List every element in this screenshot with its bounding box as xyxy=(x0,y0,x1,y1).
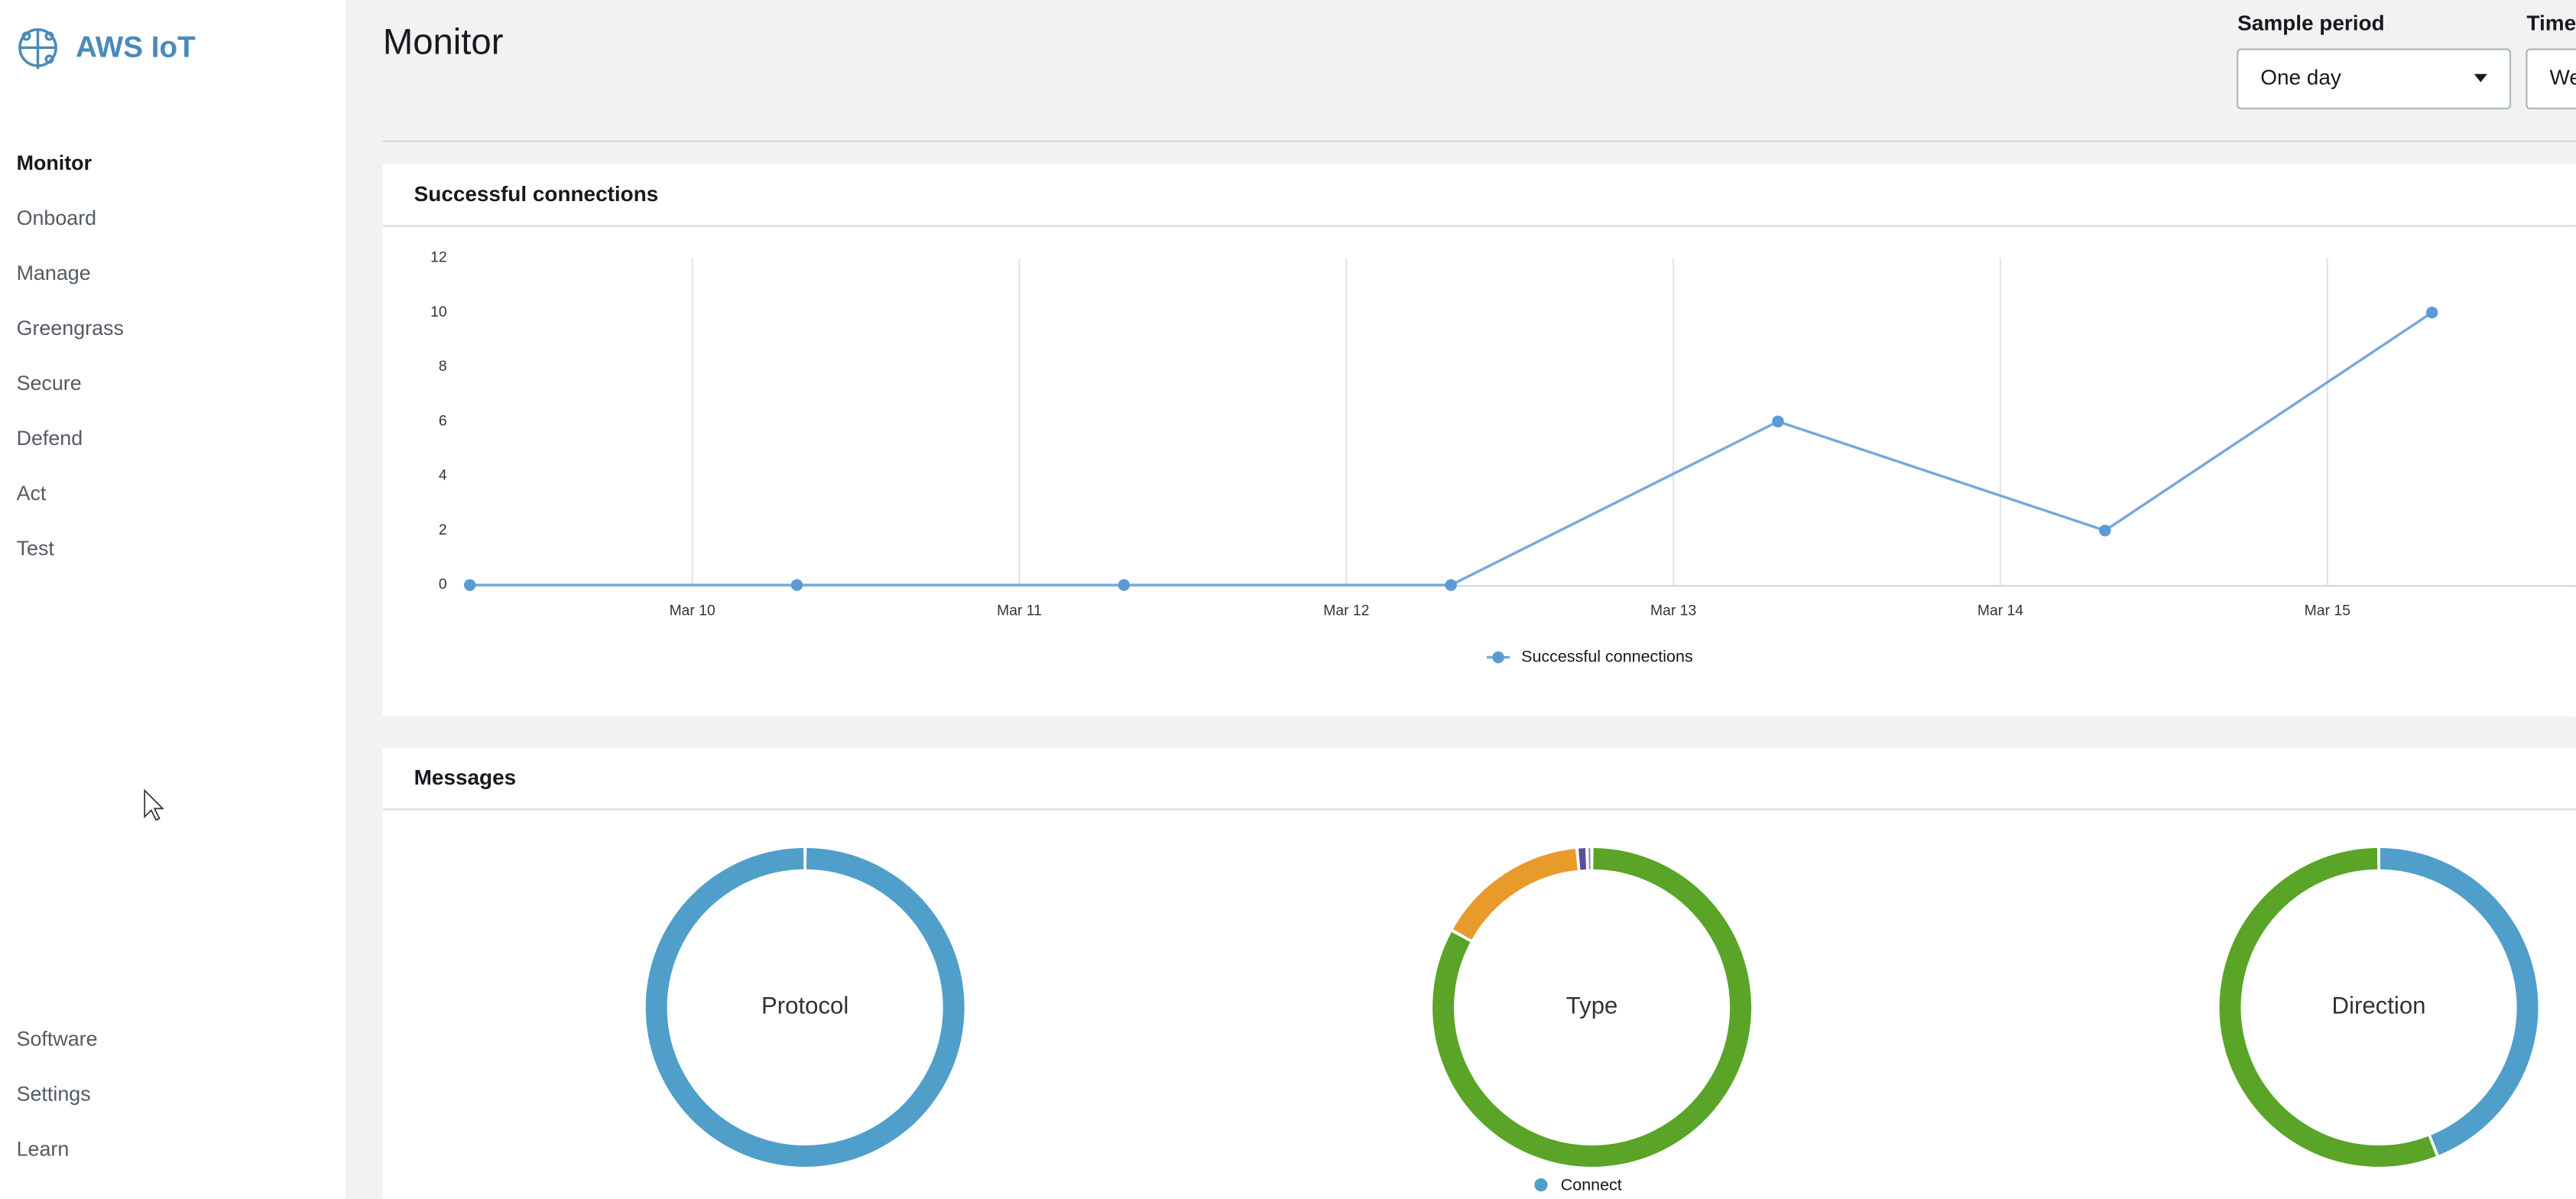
select-value: We xyxy=(2550,66,2576,89)
y-tick-label: 8 xyxy=(439,358,447,375)
point xyxy=(1445,579,1457,591)
panel xyxy=(382,164,2576,717)
legend-label[interactable]: Successful connections xyxy=(1521,647,1693,665)
y-tick-label: 4 xyxy=(439,467,447,484)
y-tick-label: 2 xyxy=(439,522,447,538)
nav-item[interactable]: Act xyxy=(17,482,47,505)
logo-icon xyxy=(18,28,57,70)
cursor xyxy=(144,788,164,821)
donut-slice xyxy=(1432,847,1752,1167)
donut-label: Direction xyxy=(2332,993,2426,1019)
x-tick-label: Mar 14 xyxy=(1977,603,2023,619)
legend-dot xyxy=(1492,651,1504,664)
page-title: Monitor xyxy=(383,22,504,63)
point xyxy=(1118,579,1131,591)
brand: AWS IoT xyxy=(76,31,196,64)
panel-title: Messages xyxy=(414,765,517,789)
y-tick-label: 0 xyxy=(439,576,447,593)
control-label: Time xyxy=(2526,11,2576,35)
donut-slice xyxy=(1452,849,1578,941)
nav-item[interactable]: Manage xyxy=(17,262,91,284)
legend-label[interactable]: Connect xyxy=(1561,1175,1622,1194)
plot xyxy=(463,306,2438,591)
point xyxy=(1772,415,1784,427)
caret xyxy=(2474,73,2487,83)
nav-item[interactable]: Settings xyxy=(17,1082,91,1105)
donut-slice xyxy=(645,847,965,1167)
nav-item[interactable]: Greengrass xyxy=(17,317,124,340)
x-tick-label: Mar 13 xyxy=(1650,603,1696,619)
nav-item[interactable]: Learn xyxy=(17,1137,70,1160)
x-tick-label: Mar 12 xyxy=(1323,603,1369,619)
donut-label: Type xyxy=(1566,993,1618,1019)
x-tick-label: Mar 10 xyxy=(670,603,715,619)
point xyxy=(2099,525,2111,537)
x-tick-label: Mar 11 xyxy=(997,603,1042,619)
nav-item[interactable]: Onboard xyxy=(17,206,97,229)
panel-title: Successful connections xyxy=(414,182,659,206)
point xyxy=(463,579,476,591)
control-label: Sample period xyxy=(2237,11,2384,35)
select-box[interactable] xyxy=(2237,48,2512,109)
y-tick-label: 10 xyxy=(430,304,447,320)
nav-item[interactable]: Secure xyxy=(17,372,82,395)
donut-slice xyxy=(2380,847,2539,1155)
donut-slice xyxy=(2219,847,2436,1167)
donut-label: Protocol xyxy=(761,993,848,1019)
select-box[interactable] xyxy=(2526,48,2576,109)
panel xyxy=(382,747,2576,1199)
y-tick-label: 12 xyxy=(430,249,447,266)
legend-dot xyxy=(1534,1178,1548,1192)
nav-item[interactable]: Monitor xyxy=(17,151,92,174)
x-tick-label: Mar 15 xyxy=(2305,603,2351,619)
sidebar xyxy=(0,0,346,1199)
select-value: One day xyxy=(2260,66,2341,89)
nav-item[interactable]: Test xyxy=(17,537,55,560)
point xyxy=(2425,306,2438,319)
point xyxy=(790,579,803,591)
nav-item[interactable]: Defend xyxy=(17,427,83,450)
y-tick-label: 6 xyxy=(439,412,447,429)
nav-item[interactable]: Software xyxy=(17,1027,98,1050)
